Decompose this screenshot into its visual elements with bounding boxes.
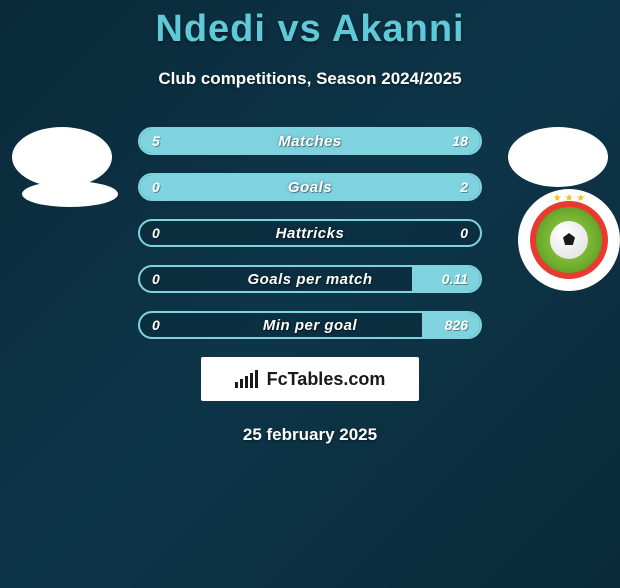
stat-bar: 00.11Goals per match bbox=[138, 265, 482, 293]
stat-bar: 518Matches bbox=[138, 127, 482, 155]
player-right-avatar bbox=[508, 127, 608, 187]
page-subtitle: Club competitions, Season 2024/2025 bbox=[0, 69, 620, 89]
comparison-content: ★ ★ ★ 518Matches 02Goals 00Hattricks 00.11G… bbox=[0, 127, 620, 445]
comparison-bars: 518Matches 02Goals 00Hattricks 00.11Goals p… bbox=[138, 127, 482, 339]
stat-bar: 0826Min per goal bbox=[138, 311, 482, 339]
stat-label: Matches bbox=[140, 129, 480, 153]
player-left-avatar-secondary bbox=[22, 181, 118, 207]
stat-label: Goals per match bbox=[140, 267, 480, 291]
brand-badge: FcTables.com bbox=[201, 357, 419, 401]
stat-bar: 00Hattricks bbox=[138, 219, 482, 247]
club-badge: ★ ★ ★ bbox=[518, 189, 620, 291]
soccer-ball-icon bbox=[550, 221, 588, 259]
player-left-avatar bbox=[12, 127, 112, 187]
club-stars: ★ ★ ★ bbox=[536, 193, 602, 204]
page-title: Ndedi vs Akanni bbox=[0, 8, 620, 51]
brand-logo-icon bbox=[235, 370, 261, 388]
stat-label: Min per goal bbox=[140, 313, 480, 337]
footer-date: 25 february 2025 bbox=[20, 425, 600, 445]
stat-bar: 02Goals bbox=[138, 173, 482, 201]
brand-text: FcTables.com bbox=[267, 369, 386, 390]
stat-label: Goals bbox=[140, 175, 480, 199]
stat-label: Hattricks bbox=[140, 221, 480, 245]
club-badge-inner: ★ ★ ★ bbox=[530, 201, 608, 279]
